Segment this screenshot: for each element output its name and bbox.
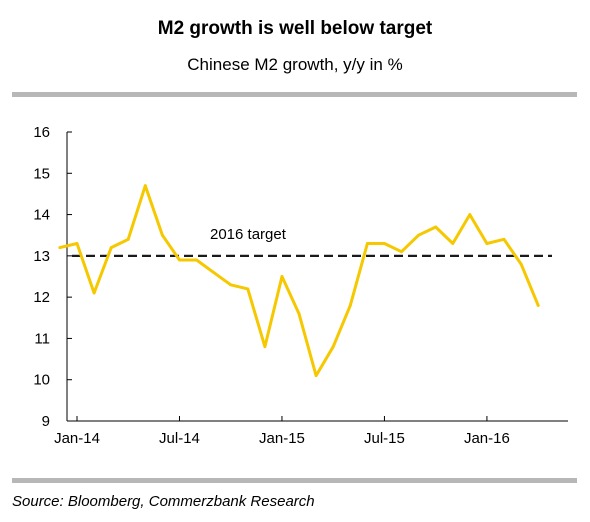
data-point — [297, 312, 301, 316]
data-point — [195, 258, 198, 262]
data-point — [58, 246, 62, 250]
y-tick-label: 14 — [33, 207, 50, 224]
data-point — [383, 242, 386, 245]
target-reference: 2016 target — [72, 226, 552, 257]
x-tick-label: Jan-15 — [259, 430, 305, 447]
x-tick-label: Jan-16 — [464, 430, 510, 447]
y-axis: 9 10 11 12 13 14 15 16 — [33, 124, 72, 430]
target-label: 2016 target — [210, 226, 287, 243]
y-tick-label: 11 — [34, 330, 50, 347]
data-point — [468, 213, 472, 216]
x-tick-label: Jan-14 — [54, 430, 100, 447]
data-point — [75, 242, 79, 245]
data-point — [212, 270, 216, 274]
data-point — [314, 374, 318, 377]
data-point — [348, 304, 352, 307]
chart-subtitle: Chinese M2 growth, y/y in % — [187, 55, 403, 74]
data-point — [246, 287, 250, 291]
x-axis: Jan-14 Jul-14 Jan-15 Jul-15 Jan-16 — [54, 416, 568, 447]
data-point — [400, 250, 403, 254]
data-point — [331, 345, 335, 349]
data-point — [417, 233, 420, 237]
data-point — [229, 283, 233, 287]
chart-title: M2 growth is well below target — [157, 18, 433, 39]
data-point — [519, 262, 523, 266]
series — [58, 184, 540, 378]
data-point — [92, 291, 96, 295]
y-tick-label: 10 — [33, 372, 50, 389]
series-line — [58, 184, 540, 378]
x-tick-label: Jul-14 — [159, 430, 200, 447]
data-point — [280, 275, 284, 278]
data-point — [126, 237, 130, 241]
y-tick-label: 13 — [33, 248, 50, 265]
data-point — [178, 258, 181, 262]
data-point — [161, 233, 164, 237]
y-tick-label: 15 — [33, 165, 50, 182]
data-point — [451, 242, 455, 245]
y-tick-label: 12 — [33, 289, 50, 306]
data-point — [502, 237, 506, 241]
y-tick-label: 9 — [42, 413, 50, 430]
data-point — [536, 304, 540, 307]
data-point — [109, 246, 113, 250]
y-tick-label: 16 — [33, 124, 50, 141]
data-point — [365, 242, 369, 245]
data-point — [263, 345, 267, 349]
source-note: Source: Bloomberg, Commerzbank Research — [12, 493, 315, 510]
x-tick-label: Jul-15 — [364, 430, 405, 447]
data-point — [485, 242, 489, 245]
data-point — [434, 225, 438, 229]
data-point — [143, 184, 147, 188]
top-divider — [12, 92, 577, 97]
bottom-divider — [12, 478, 577, 483]
